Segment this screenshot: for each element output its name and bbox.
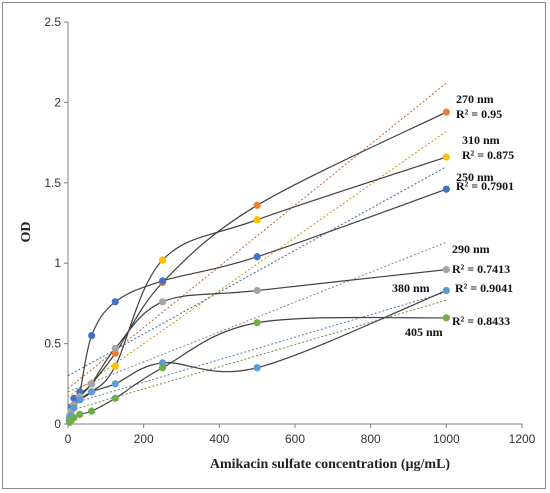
series-curve	[68, 188, 447, 418]
data-point	[88, 380, 96, 388]
data-point	[158, 364, 167, 372]
axes: 0 200 400 600 800 1000 1200 0 0.5 1 1.5 2 2.5	[44, 15, 535, 446]
x-tick-label: 600	[285, 432, 305, 446]
y-tick-label: 2.5	[44, 15, 61, 29]
data-point	[70, 404, 78, 412]
data-point	[70, 413, 78, 422]
data-point	[88, 331, 96, 340]
data-point	[76, 396, 84, 404]
data-point	[442, 314, 450, 322]
data-point	[442, 286, 450, 295]
data-point	[442, 108, 450, 116]
y-tick-label: 0	[54, 417, 61, 431]
series-r2-label: R² = 0.7413	[452, 262, 510, 276]
data-point	[111, 394, 119, 402]
trendline-shade	[67, 299, 447, 412]
y-tick-label: 1	[54, 256, 61, 270]
trendlines	[67, 82, 447, 412]
y-tick-label: 1.5	[44, 176, 61, 190]
data-point	[253, 216, 261, 224]
series-r2-label: R² = 0.7901	[456, 179, 514, 193]
series-r2-label: R² = 0.95	[456, 107, 502, 121]
data-point	[253, 364, 261, 372]
series-r2-label: R² = 0.875	[462, 148, 514, 162]
data-point	[88, 407, 96, 415]
series-name-label: 250 nm	[456, 170, 494, 184]
trendline-shade	[67, 131, 447, 397]
data-point	[158, 256, 167, 264]
trendline-shade	[67, 166, 447, 377]
series-name-label: 310 nm	[462, 133, 500, 147]
x-axis-title: Amikacin sulfate concentration (µg/mL)	[210, 457, 451, 472]
data-point	[76, 410, 84, 418]
data-point	[253, 319, 261, 327]
data-point	[70, 394, 78, 402]
data-point	[111, 344, 119, 353]
data-point	[111, 380, 119, 388]
data-point	[158, 298, 167, 306]
y-axis-title: OD	[19, 222, 34, 243]
data-point	[253, 201, 261, 209]
y-tick-label: 0.5	[44, 337, 61, 351]
series-r2-label: R² = 0.9041	[455, 281, 513, 295]
data-point	[442, 153, 450, 161]
trendline-shade	[67, 82, 447, 389]
series-name-label: 405 nm	[405, 325, 443, 339]
data-point	[88, 388, 96, 396]
data-point	[111, 362, 119, 370]
data-point	[158, 277, 167, 285]
series-name-label: 380 nm	[392, 281, 430, 295]
data-point	[442, 266, 450, 274]
data-point	[442, 185, 450, 193]
series-curves	[68, 111, 447, 423]
x-tick-label: 1000	[433, 432, 460, 446]
x-tick-label: 400	[209, 432, 229, 446]
series-name-label: 290 nm	[452, 242, 490, 256]
y-tick-label: 2	[54, 95, 61, 109]
data-points	[65, 108, 450, 426]
x-tick-label: 200	[134, 432, 154, 446]
data-point	[253, 286, 261, 295]
x-tick-label: 800	[361, 432, 381, 446]
trendline-shade	[67, 291, 447, 405]
series-r2-label: R² = 0.8433	[452, 314, 510, 328]
x-tick-label: 0	[65, 432, 72, 446]
x-tick-label: 1200	[509, 432, 536, 446]
series-name-label: 270 nm	[456, 92, 494, 106]
data-point	[253, 253, 261, 261]
data-point	[111, 298, 119, 306]
